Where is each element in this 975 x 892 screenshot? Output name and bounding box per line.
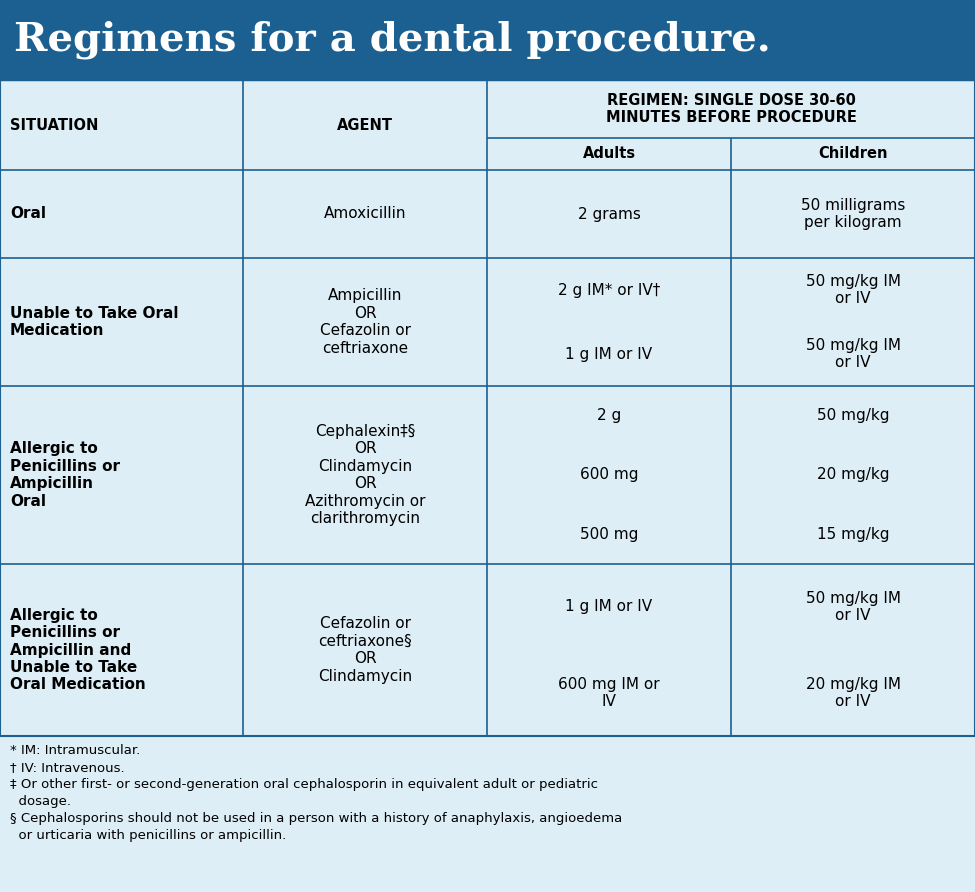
Text: 50 mg/kg IM
or IV: 50 mg/kg IM or IV [805, 338, 901, 370]
Text: or urticaria with penicillins or ampicillin.: or urticaria with penicillins or ampicil… [10, 829, 287, 842]
Text: ‡ Or other first- or second-generation oral cephalosporin in equivalent adult or: ‡ Or other first- or second-generation o… [10, 778, 598, 791]
Text: Amoxicillin: Amoxicillin [324, 207, 407, 221]
Text: 2 grams: 2 grams [577, 207, 641, 221]
Text: SITUATION: SITUATION [10, 118, 98, 133]
Bar [0, 80, 975, 736]
Text: 500 mg: 500 mg [580, 527, 639, 541]
Text: 50 mg/kg: 50 mg/kg [817, 409, 889, 423]
Text: Regimens for a dental procedure.: Regimens for a dental procedure. [14, 21, 771, 59]
Text: Allergic to
Penicillins or
Ampicillin
Oral: Allergic to Penicillins or Ampicillin Or… [10, 442, 120, 508]
Text: Cefazolin or
ceftriaxone§
OR
Clindamycin: Cefazolin or ceftriaxone§ OR Clindamycin [318, 616, 412, 683]
Text: * IM: Intramuscular.: * IM: Intramuscular. [10, 744, 140, 757]
Text: 2 g IM* or IV†: 2 g IM* or IV† [558, 283, 660, 298]
Text: AGENT: AGENT [337, 118, 393, 133]
Text: Oral: Oral [10, 207, 46, 221]
Text: † IV: Intravenous.: † IV: Intravenous. [10, 761, 125, 774]
Text: 600 mg IM or
IV: 600 mg IM or IV [558, 677, 660, 709]
Text: 20 mg/kg IM
or IV: 20 mg/kg IM or IV [805, 677, 901, 709]
Text: REGIMEN: SINGLE DOSE 30-60
MINUTES BEFORE PROCEDURE: REGIMEN: SINGLE DOSE 30-60 MINUTES BEFOR… [605, 93, 856, 125]
Bar [0, 0, 975, 80]
Text: Adults: Adults [582, 146, 636, 161]
Text: 2 g: 2 g [597, 409, 621, 423]
Text: § Cephalosporins should not be used in a person with a history of anaphylaxis, a: § Cephalosporins should not be used in a… [10, 812, 622, 825]
Text: 600 mg: 600 mg [580, 467, 639, 483]
Text: Cephalexin‡§
OR
Clindamycin
OR
Azithromycin or
clarithromycin: Cephalexin‡§ OR Clindamycin OR Azithromy… [305, 424, 425, 526]
Text: 1 g IM or IV: 1 g IM or IV [566, 599, 652, 615]
Text: 1 g IM or IV: 1 g IM or IV [566, 346, 652, 361]
Text: 20 mg/kg: 20 mg/kg [817, 467, 889, 483]
Text: Children: Children [818, 146, 888, 161]
Text: 50 mg/kg IM
or IV: 50 mg/kg IM or IV [805, 591, 901, 624]
Text: Ampicillin
OR
Cefazolin or
ceftriaxone: Ampicillin OR Cefazolin or ceftriaxone [320, 288, 410, 356]
Text: Unable to Take Oral
Medication: Unable to Take Oral Medication [10, 306, 178, 338]
Text: Allergic to
Penicillins or
Ampicillin and
Unable to Take
Oral Medication: Allergic to Penicillins or Ampicillin an… [10, 607, 145, 692]
Text: 15 mg/kg: 15 mg/kg [817, 527, 889, 541]
Text: dosage.: dosage. [10, 795, 71, 808]
Text: 50 milligrams
per kilogram: 50 milligrams per kilogram [800, 198, 905, 230]
Text: 50 mg/kg IM
or IV: 50 mg/kg IM or IV [805, 274, 901, 306]
